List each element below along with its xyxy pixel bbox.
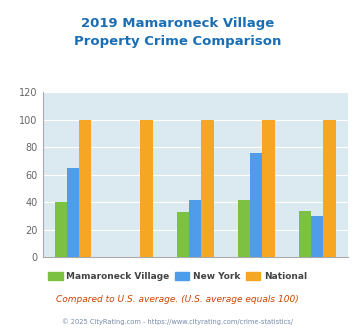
- Bar: [250, 153, 262, 257]
- Bar: [299, 211, 311, 257]
- Bar: [79, 120, 92, 257]
- Bar: [67, 168, 79, 257]
- Bar: [55, 202, 67, 257]
- Bar: [189, 200, 201, 257]
- Bar: [262, 120, 275, 257]
- Bar: [177, 212, 189, 257]
- Bar: [140, 120, 153, 257]
- Bar: [201, 120, 214, 257]
- Bar: [311, 216, 323, 257]
- Bar: [238, 200, 250, 257]
- Text: © 2025 CityRating.com - https://www.cityrating.com/crime-statistics/: © 2025 CityRating.com - https://www.city…: [62, 318, 293, 325]
- Legend: Mamaroneck Village, New York, National: Mamaroneck Village, New York, National: [44, 269, 311, 285]
- Text: Compared to U.S. average. (U.S. average equals 100): Compared to U.S. average. (U.S. average …: [56, 295, 299, 304]
- Text: 2019 Mamaroneck Village
Property Crime Comparison: 2019 Mamaroneck Village Property Crime C…: [74, 16, 281, 48]
- Bar: [323, 120, 336, 257]
